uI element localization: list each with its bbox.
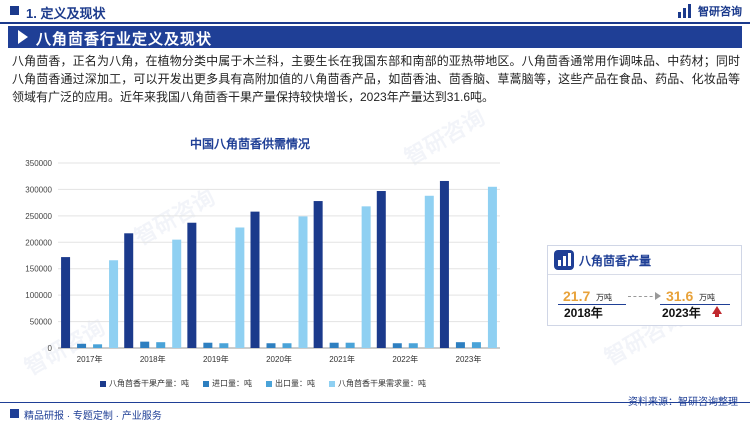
footer-bar: 精品研报 · 专题定制 · 产业服务 <box>0 402 750 423</box>
x-tick-label: 2021年 <box>329 354 355 364</box>
card-divider <box>548 274 741 275</box>
unit-2023: 万吨 <box>699 293 715 302</box>
intro-paragraph: 八角茴香，正名为八角，在植物分类中属于木兰科，主要生长在我国东部和南部的亚热带地… <box>12 54 740 104</box>
bar <box>487 186 497 348</box>
chart-title: 中国八角茴香供需情况 <box>189 137 310 151</box>
legend-swatch <box>329 380 335 387</box>
chart-legend: 八角茴香干果产量：吨 进口量：吨 出口量：吨 八角茴香干果需求量：吨 <box>100 378 426 389</box>
legend-label: 出口量：吨 <box>275 379 315 388</box>
year-2023: 2023年 <box>662 306 701 320</box>
banner-arrow-icon <box>18 30 28 44</box>
value-2018: 21.7 <box>563 288 591 304</box>
bar <box>77 343 87 348</box>
card-title: 八角茴香产量 <box>579 254 652 268</box>
brand-logo: 智研咨询 <box>678 3 742 19</box>
bar <box>203 342 213 348</box>
bar <box>376 191 386 348</box>
up-arrow-icon <box>712 306 722 317</box>
legend-label: 八角茴香干果产量：吨 <box>109 379 189 388</box>
page-title: 八角茴香行业定义及现状 <box>36 31 213 48</box>
y-tick-label: 300000 <box>25 185 52 194</box>
underline-2018 <box>558 304 626 305</box>
x-tick-label: 2019年 <box>203 354 229 364</box>
bar <box>219 343 229 348</box>
top-header: 1. 定义及现状 智研咨询 <box>0 0 750 24</box>
bar <box>298 216 308 348</box>
legend-item: 进口量：吨 <box>203 378 252 389</box>
dashed-connector <box>628 296 658 297</box>
bar <box>140 341 150 348</box>
x-tick-label: 2020年 <box>266 354 292 364</box>
y-tick-label: 50000 <box>30 318 53 327</box>
bar <box>329 342 339 348</box>
y-tick-label: 0 <box>48 344 53 353</box>
bar <box>109 260 119 348</box>
bar-chart: 0 50000 100000 150000 200000 250000 300000 3500… <box>25 159 500 364</box>
bar <box>313 201 323 348</box>
legend-item: 八角茴香干果需求量：吨 <box>329 378 426 389</box>
logo-text: 智研咨询 <box>698 6 742 18</box>
legend-swatch <box>266 380 272 387</box>
bar <box>345 342 355 348</box>
legend-swatch <box>203 380 209 387</box>
legend-label: 八角茴香干果需求量：吨 <box>338 379 426 388</box>
bar <box>124 233 134 348</box>
bar <box>187 222 197 348</box>
card-header: 八角茴香产量 <box>548 246 741 274</box>
underline-2023 <box>660 304 730 305</box>
x-tick-label: 2023年 <box>456 354 482 364</box>
bar <box>439 180 449 348</box>
bar <box>156 342 166 348</box>
legend-item: 出口量：吨 <box>266 378 315 389</box>
legend-item: 八角茴香干果产量：吨 <box>100 378 189 389</box>
y-tick-label: 250000 <box>25 212 52 221</box>
bar <box>61 257 71 348</box>
bar <box>424 195 434 348</box>
legend-swatch <box>100 380 106 387</box>
bar <box>250 211 260 348</box>
footer-marker-icon <box>10 409 19 418</box>
logo-bars-icon <box>678 4 694 18</box>
bar <box>392 343 402 348</box>
chart-bars-icon <box>554 250 574 270</box>
x-tick-label: 2018年 <box>140 354 166 364</box>
x-tick-label: 2017年 <box>77 354 103 364</box>
bar <box>235 227 245 348</box>
y-tick-label: 100000 <box>25 291 52 300</box>
x-tick-label: 2022年 <box>392 354 418 364</box>
header-divider <box>0 22 750 24</box>
bar <box>282 343 292 348</box>
bar <box>408 343 418 348</box>
footer-tagline: 精品研报 · 专题定制 · 产业服务 <box>24 411 162 422</box>
bar <box>471 342 481 348</box>
bar <box>93 344 103 348</box>
bar <box>266 343 276 348</box>
bar <box>455 342 465 348</box>
title-banner: 八角茴香行业定义及现状 <box>8 26 742 48</box>
value-2023: 31.6 <box>666 288 694 304</box>
chevron-right-icon <box>655 292 661 300</box>
legend-label: 进口量：吨 <box>212 379 252 388</box>
bar <box>361 206 371 348</box>
section-label: 1. 定义及现状 <box>26 6 106 21</box>
unit-2018: 万吨 <box>596 293 612 302</box>
production-card: 八角茴香产量 21.7 万吨 2018年 31.6 万吨 2023年 <box>547 245 742 326</box>
y-tick-label: 150000 <box>25 265 52 274</box>
section-marker-icon <box>10 6 19 15</box>
bar <box>172 239 182 348</box>
y-tick-label: 350000 <box>25 159 52 168</box>
y-tick-label: 200000 <box>25 238 52 247</box>
year-2018: 2018年 <box>564 306 603 320</box>
